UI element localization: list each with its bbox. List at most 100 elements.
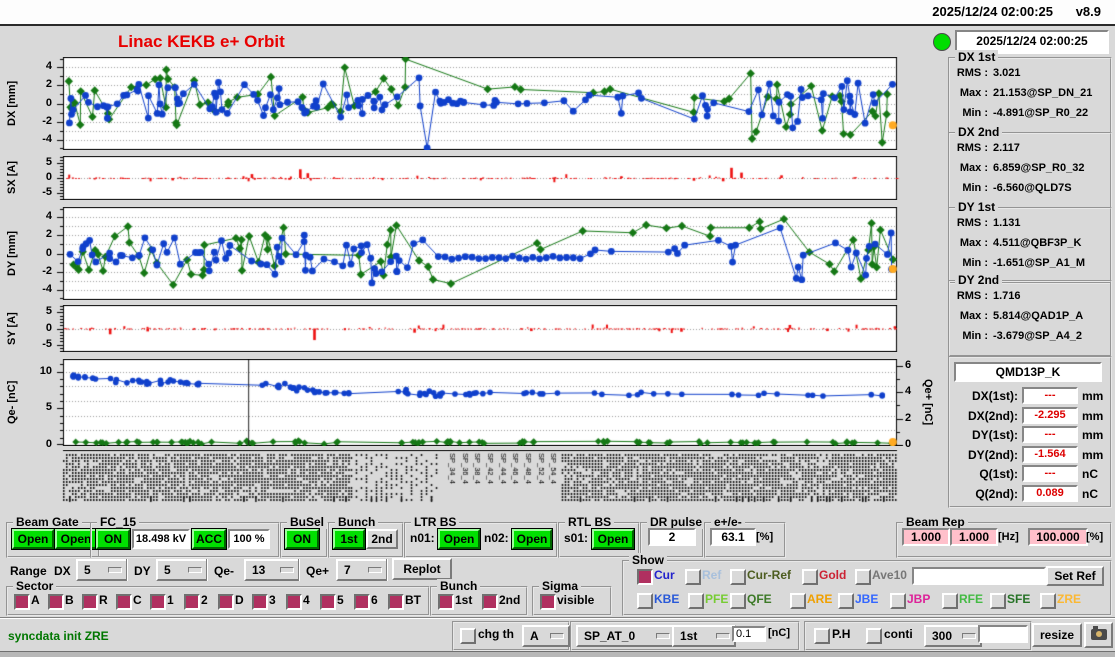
dropdown-indicator-icon bbox=[188, 567, 202, 573]
beam-rep-2-input[interactable] bbox=[950, 528, 998, 546]
rtl-bs-s01-open-button[interactable]: Open bbox=[592, 529, 634, 549]
bunch-filter-1st-checkbox[interactable] bbox=[438, 594, 454, 610]
set-ref-button[interactable]: Set Ref bbox=[1046, 566, 1104, 586]
status-indicator-icon bbox=[933, 33, 951, 51]
show-pfe-checkbox[interactable] bbox=[688, 593, 704, 609]
stat-rms-value: 1.131 bbox=[993, 217, 1021, 229]
sp-select[interactable]: SP_AT_0 bbox=[576, 625, 676, 647]
bunch-order-select[interactable]: 1st bbox=[672, 625, 736, 647]
monitor-row-unit: mm bbox=[1082, 447, 1104, 462]
sector-a-checkbox[interactable] bbox=[14, 594, 30, 610]
show-rfe-checkbox[interactable] bbox=[942, 593, 958, 609]
sector-b-checkbox[interactable] bbox=[48, 594, 64, 610]
bunch-select-group: Bunch 1st 2nd bbox=[328, 515, 404, 558]
stat-min-value: -3.679@SP_A4_2 bbox=[993, 330, 1083, 342]
orbit-chart-dx[interactable] bbox=[55, 57, 905, 150]
y-axis-label-dy: DY [mm] bbox=[6, 230, 18, 277]
show-qfe-checkbox[interactable] bbox=[730, 593, 746, 609]
show-cur-ref-checkbox[interactable] bbox=[730, 569, 746, 585]
orbit-chart-sx[interactable] bbox=[55, 156, 905, 200]
y-axis-label-sy: SY [A] bbox=[6, 312, 18, 345]
sector-d-checkbox[interactable] bbox=[218, 594, 234, 610]
y-tick-label: -5 bbox=[42, 186, 52, 198]
threshold-input[interactable] bbox=[732, 626, 766, 642]
dropdown-indicator-icon bbox=[108, 567, 122, 573]
count-select[interactable]: 300 bbox=[924, 625, 982, 647]
ph-label: P.H bbox=[832, 627, 851, 641]
sector-b-label: B bbox=[65, 593, 74, 607]
show-sfe-checkbox[interactable] bbox=[990, 593, 1006, 609]
sigma-group-title: Sigma bbox=[539, 579, 582, 593]
bunch-1st-button[interactable]: 1st bbox=[333, 529, 365, 549]
orbit-chart-q[interactable] bbox=[55, 359, 905, 446]
show-sfe-label: SFE bbox=[1007, 592, 1031, 606]
monitor-row-unit: nC bbox=[1082, 467, 1098, 481]
camera-button[interactable] bbox=[1084, 622, 1113, 648]
stats-group-dy-2nd: DY 2nd RMS : 1.716 Max : 5.814@QAD1P_A Min :-… bbox=[948, 273, 1112, 357]
beam-rep-duty-input[interactable] bbox=[1028, 528, 1088, 546]
range-qem-select[interactable]: 13 bbox=[244, 559, 300, 581]
sector-d-label: D bbox=[235, 593, 244, 607]
extra-input[interactable] bbox=[978, 625, 1028, 643]
chg-th-select[interactable]: A bbox=[522, 625, 570, 647]
y-tick-label: 2 bbox=[45, 78, 52, 91]
fc15-on-button[interactable]: ON bbox=[96, 529, 130, 549]
beam-gate-open1-button[interactable]: Open bbox=[12, 529, 54, 549]
beam-rep-1-input[interactable] bbox=[902, 528, 950, 546]
ratio-input[interactable] bbox=[710, 528, 756, 546]
show-are-checkbox[interactable] bbox=[790, 593, 806, 609]
sector-group-title: Sector bbox=[13, 579, 57, 593]
bunch-2nd-button[interactable]: 2nd bbox=[366, 529, 398, 549]
chg-th-label: chg th bbox=[478, 627, 514, 641]
y-tick-label: 0 bbox=[45, 171, 52, 183]
show-zre-checkbox[interactable] bbox=[1040, 593, 1056, 609]
beam-rep-pct-unit: [%] bbox=[1086, 531, 1104, 543]
show-jbe-checkbox[interactable] bbox=[838, 593, 854, 609]
ref-name-input[interactable] bbox=[912, 567, 1046, 585]
ltr-bs-n02-open-button[interactable]: Open bbox=[512, 529, 552, 549]
resize-button[interactable]: resize bbox=[1032, 623, 1082, 647]
range-dy-select[interactable]: 5 bbox=[156, 559, 208, 581]
sector-2-checkbox[interactable] bbox=[184, 594, 200, 610]
sector-bt-checkbox[interactable] bbox=[388, 594, 404, 610]
ph-checkbox[interactable] bbox=[814, 628, 830, 644]
sector-5-checkbox[interactable] bbox=[320, 594, 336, 610]
show-gold-checkbox[interactable] bbox=[802, 569, 818, 585]
stat-rms-value: 3.021 bbox=[993, 67, 1021, 79]
range-dx-select[interactable]: 5 bbox=[76, 559, 128, 581]
stat-max-label: Max : bbox=[959, 310, 988, 322]
show-kbe-checkbox[interactable] bbox=[637, 593, 653, 609]
conti-checkbox[interactable] bbox=[866, 628, 882, 644]
beam-rep-hz-unit: [Hz] bbox=[998, 531, 1019, 543]
bunch-filter-group: Bunch 1st 2nd bbox=[430, 579, 528, 616]
orbit-chart-sy[interactable] bbox=[55, 305, 905, 352]
sector-1-checkbox[interactable] bbox=[150, 594, 166, 610]
sector-4-checkbox[interactable] bbox=[286, 594, 302, 610]
busel-on-button[interactable]: ON bbox=[285, 529, 319, 549]
titlebar-version: v8.9 bbox=[1075, 4, 1101, 19]
bunch-filter-2nd-checkbox[interactable] bbox=[482, 594, 498, 610]
beam-gate-label: Beam Gate bbox=[13, 515, 82, 529]
orbit-chart-dy[interactable] bbox=[55, 207, 905, 300]
stat-max-value: 4.511@QBF3P_K bbox=[993, 237, 1082, 249]
monitor-row-label: Q(2nd): bbox=[975, 486, 1018, 501]
ltr-bs-n01-open-button[interactable]: Open bbox=[438, 529, 480, 549]
dr-pulse-input[interactable] bbox=[648, 528, 696, 546]
show-ref-checkbox[interactable] bbox=[685, 569, 701, 585]
fc15-acc-button[interactable]: ACC bbox=[192, 529, 226, 549]
replot-button[interactable]: Replot bbox=[392, 558, 452, 580]
show-jbp-checkbox[interactable] bbox=[890, 593, 906, 609]
sector-3-checkbox[interactable] bbox=[252, 594, 268, 610]
stat-rms-label: RMS : bbox=[956, 217, 988, 229]
sector-6-checkbox[interactable] bbox=[354, 594, 370, 610]
monitor-row-label: DX(1st): bbox=[971, 389, 1018, 403]
sigma-visible-checkbox[interactable] bbox=[540, 594, 556, 610]
chg-th-checkbox[interactable] bbox=[460, 628, 476, 644]
show-ave10-checkbox[interactable] bbox=[855, 569, 871, 585]
show-cur-checkbox[interactable] bbox=[637, 569, 653, 585]
range-qep-select[interactable]: 7 bbox=[336, 559, 388, 581]
sector-5-label: 5 bbox=[337, 593, 344, 607]
sector-c-checkbox[interactable] bbox=[116, 594, 132, 610]
stat-line-min: Min : -1.651@SP_A1_M bbox=[954, 257, 1085, 269]
sector-r-checkbox[interactable] bbox=[82, 594, 98, 610]
